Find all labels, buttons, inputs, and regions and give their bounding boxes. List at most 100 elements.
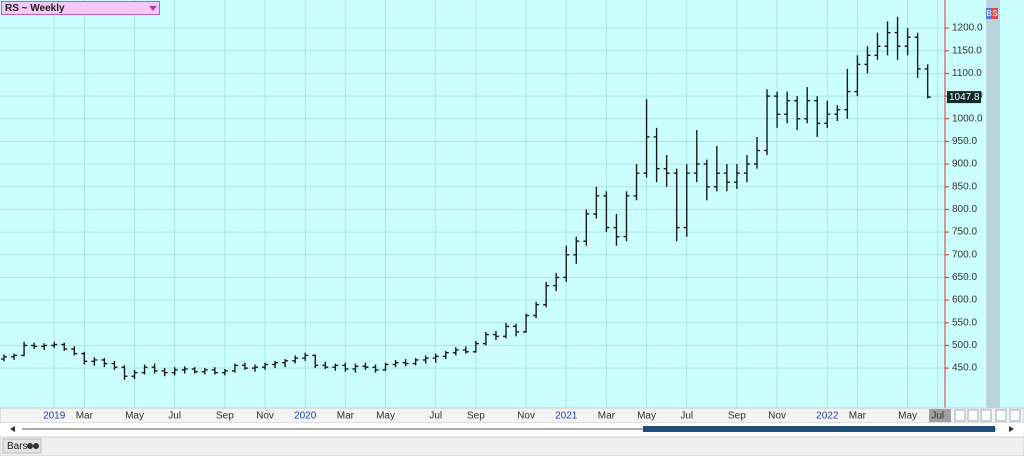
grid — [0, 0, 945, 408]
ohlc-bar — [342, 362, 349, 372]
ohlc-bar — [21, 341, 28, 357]
y-axis: 450.0 500.0 550.0 600.0 650.0 700.0 750.0 800.0… — [945, 23, 983, 374]
ohlc-bar — [784, 91, 791, 124]
ohlc-bar — [171, 367, 178, 376]
button[interactable] — [954, 409, 966, 422]
ohlc-bar — [533, 301, 540, 319]
x-tick-label: 2020 — [294, 411, 317, 422]
ohlc-bar — [422, 355, 429, 364]
ohlc-bar — [402, 359, 409, 367]
x-tick-label: 2019 — [43, 411, 66, 422]
x-tick-label: Mar — [598, 411, 616, 422]
button[interactable] — [1009, 409, 1021, 422]
ohlc-bar — [854, 55, 861, 97]
badge[interactable]: B — [986, 9, 991, 18]
ohlc-bar — [121, 365, 128, 380]
y-tick-label: 1200.0 — [952, 23, 983, 34]
ohlc-bar — [623, 191, 630, 242]
ohlc-bar — [643, 99, 650, 178]
title-box[interactable] — [1, 1, 160, 15]
x-tick-label: Sep — [467, 411, 485, 422]
y-tick-label: 750.0 — [952, 227, 977, 238]
chart-title[interactable]: RS ~ Weekly — [5, 3, 65, 14]
footer-tab[interactable] — [2, 438, 42, 454]
badge-box[interactable] — [992, 8, 998, 19]
y-tick-label: 850.0 — [952, 181, 977, 192]
dropdown-arrow[interactable] — [149, 6, 157, 11]
ohlc-bar — [844, 68, 851, 119]
side-margin — [1000, 0, 1024, 408]
x-axis-strip — [0, 407, 1024, 424]
button[interactable] — [967, 409, 979, 422]
y-tick-label: 800.0 — [952, 204, 977, 215]
ohlc-bar — [563, 245, 570, 282]
x-tick-label: Nov — [517, 411, 535, 422]
ohlc-bar — [452, 347, 459, 356]
ohlc-bar — [673, 168, 680, 242]
y-tick-label: 650.0 — [952, 272, 977, 283]
scroll-left[interactable] — [10, 426, 15, 432]
scrollbar-thumb[interactable] — [643, 426, 995, 432]
ohlc-bar — [372, 364, 379, 373]
ohlc-bar — [754, 136, 760, 169]
ohlc-bar — [713, 145, 720, 192]
ohlc-bar — [593, 186, 600, 219]
side-strip — [986, 0, 1000, 408]
ohlc-bar — [794, 96, 801, 131]
ohlc-bar — [924, 64, 931, 99]
button[interactable] — [995, 409, 1007, 422]
ohlc-bar — [733, 164, 740, 190]
ohlc-bar — [282, 359, 289, 368]
ohlc-bar — [211, 367, 218, 375]
axis-area — [945, 0, 985, 408]
icon — [33, 443, 39, 449]
x-tick-label: Jul — [429, 411, 442, 422]
ohlc-bar — [241, 362, 248, 370]
ohlc-bar — [523, 313, 530, 333]
x-tick-label: 2022 — [816, 411, 839, 422]
x-tick-label: May — [376, 411, 395, 422]
ohlc-bar — [412, 358, 419, 366]
badge-box[interactable] — [986, 8, 992, 19]
y-tick-label: 1150.0 — [952, 45, 982, 56]
badge[interactable]: S — [992, 9, 997, 18]
ohlc-bar — [221, 369, 228, 376]
ohlc-bar — [101, 358, 108, 368]
ohlc-bar — [603, 191, 610, 233]
ohlc-bar — [312, 354, 319, 369]
axis-buttons — [954, 409, 1021, 422]
ohlc-bar — [703, 159, 710, 201]
ohlc-bar — [492, 330, 499, 340]
icon — [27, 443, 33, 449]
y-tick-label: 1100.0 — [952, 68, 982, 79]
bars — [1, 16, 931, 380]
ohlc-bar — [693, 130, 700, 183]
x-tick-label: Mar — [76, 411, 94, 422]
y-tick-label: 600.0 — [952, 295, 977, 306]
ohlc-bar — [91, 357, 98, 366]
x-tick-label: Jul — [680, 411, 693, 422]
footer-label[interactable]: Bars — [7, 441, 28, 452]
ohlc-bar — [1, 354, 7, 362]
last-price-label: 1047.8 — [949, 92, 980, 103]
ohlc-bar — [884, 21, 891, 56]
x-tick-label: Nov — [256, 411, 274, 422]
button[interactable] — [980, 409, 992, 422]
ohlc-bar — [573, 236, 580, 264]
ohlc-bar — [71, 346, 78, 356]
plot-area — [0, 0, 945, 408]
ohlc-bar — [231, 363, 238, 373]
ohlc-bar — [292, 355, 299, 364]
x-tick-label: May — [637, 411, 656, 422]
y-tick-label: 550.0 — [952, 317, 977, 328]
y-tick-label: 900.0 — [952, 159, 977, 170]
ohlc-bar — [252, 364, 258, 372]
ohlc-bar — [11, 353, 18, 360]
x-tick-label: 2021 — [555, 411, 578, 422]
scroll-right[interactable] — [1009, 426, 1014, 432]
ohlc-bar — [472, 340, 479, 353]
ohlc-bar — [683, 164, 690, 237]
x-tick-label: Sep — [728, 411, 746, 422]
ohlc-bar — [633, 164, 640, 201]
